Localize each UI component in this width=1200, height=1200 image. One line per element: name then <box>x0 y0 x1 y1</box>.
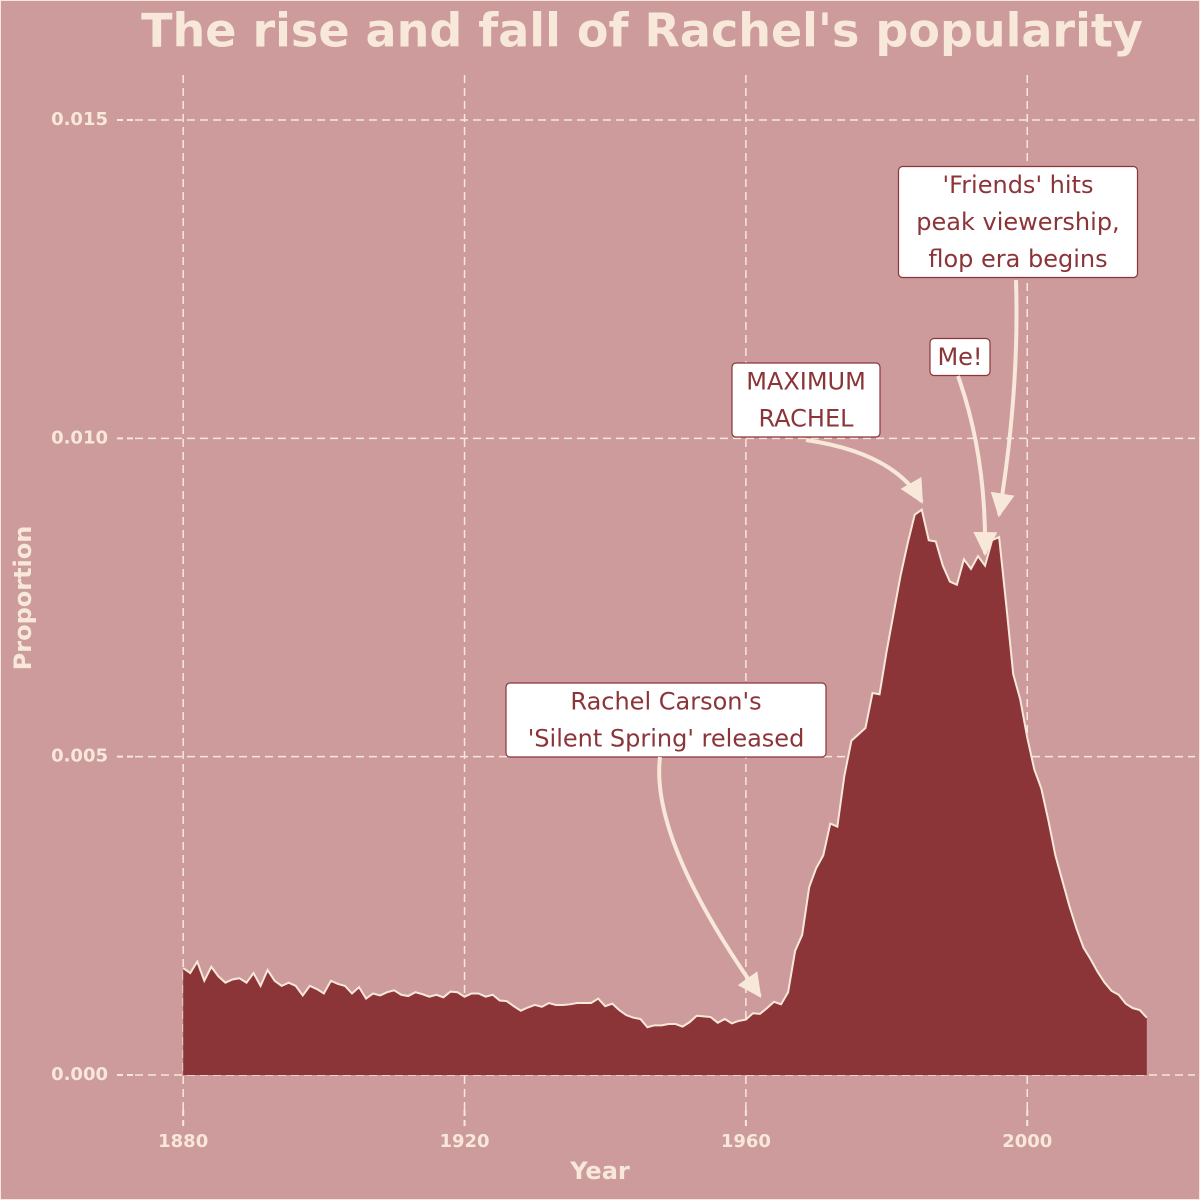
x-tick-label: 1920 <box>439 1131 489 1152</box>
annotation-box <box>505 682 827 758</box>
annotation-text: Rachel Carson's <box>570 688 761 716</box>
annotation-arrow <box>805 438 924 504</box>
x-tick-label: 2000 <box>1002 1131 1052 1152</box>
area <box>183 509 1147 1075</box>
x-tick-label: 1960 <box>721 1131 771 1152</box>
annotation-text: 'Silent Spring' released <box>528 725 805 753</box>
area-line <box>182 507 1148 1029</box>
y-tick-label: 0.015 <box>51 109 108 130</box>
annotation-text: MAXIMUM <box>746 368 866 396</box>
annotation-box <box>897 165 1139 279</box>
x-axis-label: Year <box>569 1157 630 1185</box>
annotation: MAXIMUM RACHEL <box>731 362 924 504</box>
annotation-arrow <box>990 279 1019 518</box>
annotation: 'Friends' hits peak viewership, flop era b… <box>897 165 1139 518</box>
y-axis-label: Proportion <box>9 526 37 671</box>
annotation-text: RACHEL <box>758 405 854 433</box>
annotation: Me! <box>929 337 998 557</box>
chart-title: The rise and fall of Rachel's popularity <box>141 4 1143 58</box>
annotation-box <box>731 362 881 438</box>
y-tick-label: 0.010 <box>51 427 108 448</box>
annotation-text: peak viewership, <box>916 208 1119 236</box>
annotation-text: 'Friends' hits <box>943 171 1094 199</box>
x-tick-label: 1880 <box>158 1131 208 1152</box>
annotation-text: flop era begins <box>928 245 1107 273</box>
annotation-arrow <box>956 375 998 557</box>
annotation-text: Me! <box>937 343 982 371</box>
annotation-box <box>929 337 991 377</box>
y-tick-label: 0.005 <box>51 746 108 767</box>
y-tick-label: 0.000 <box>51 1064 108 1085</box>
annotation: Rachel Carson's 'Silent Spring' released <box>505 682 827 998</box>
annotation-arrow <box>657 756 762 998</box>
